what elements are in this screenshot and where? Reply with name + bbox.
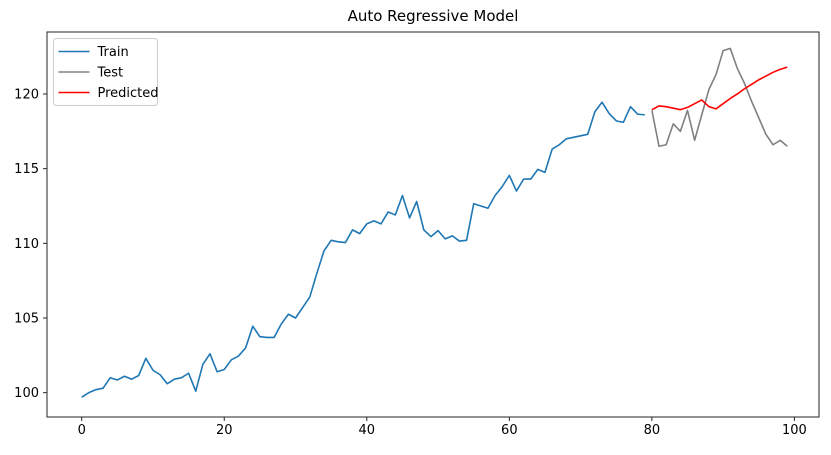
y-tick-label: 105 xyxy=(14,311,39,326)
legend-label-predicted: Predicted xyxy=(98,86,159,101)
y-tick-label: 115 xyxy=(14,162,39,177)
series-line-predicted xyxy=(651,66,788,111)
legend-label-train: Train xyxy=(97,45,129,60)
y-tick-label: 110 xyxy=(14,237,39,252)
chart-title: Auto Regressive Model xyxy=(348,7,519,25)
x-tick-label: 100 xyxy=(782,423,807,438)
y-tick-label: 120 xyxy=(14,87,39,102)
legend-box xyxy=(53,38,158,106)
y-tick-label: 100 xyxy=(14,386,39,401)
x-tick-label: 60 xyxy=(501,423,518,438)
x-tick-label: 80 xyxy=(644,423,661,438)
legend: Train Test Predicted xyxy=(53,38,159,106)
series-lines xyxy=(81,47,788,398)
series-line-test xyxy=(651,47,788,148)
y-axis: 100 105 110 115 120 xyxy=(14,87,47,401)
x-tick-label: 40 xyxy=(359,423,376,438)
plot-area xyxy=(46,31,820,418)
legend-label-test: Test xyxy=(97,66,124,81)
x-tick-label: 20 xyxy=(216,423,233,438)
x-tick-label: 0 xyxy=(78,423,86,438)
series-line-train xyxy=(81,101,645,398)
x-axis: 0 20 40 60 80 100 xyxy=(78,417,807,438)
